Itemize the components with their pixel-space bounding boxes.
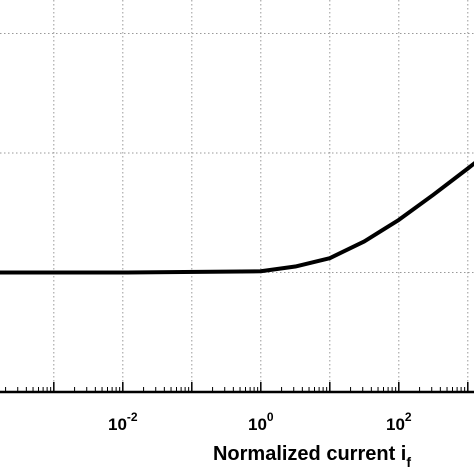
plot-area bbox=[0, 161, 474, 275]
x-tick-base: 10 bbox=[386, 415, 405, 434]
line-series bbox=[0, 161, 474, 275]
x-axis-label-sub: f bbox=[406, 454, 411, 470]
x-tick-label: 102 bbox=[386, 410, 412, 434]
x-tick-exponent: -2 bbox=[127, 410, 138, 424]
x-tick-exponent: 2 bbox=[405, 410, 412, 424]
grid bbox=[0, 0, 474, 392]
x-axis-label-main: Normalized current i bbox=[213, 443, 406, 465]
x-tick-base: 10 bbox=[108, 415, 127, 434]
x-tick-label: 100 bbox=[248, 410, 274, 434]
x-tick-base: 10 bbox=[248, 415, 267, 434]
x-tick-label: 10-2 bbox=[108, 410, 138, 434]
x-axis-label: Normalized current if bbox=[213, 443, 411, 470]
x-tick-exponent: 0 bbox=[267, 410, 274, 424]
